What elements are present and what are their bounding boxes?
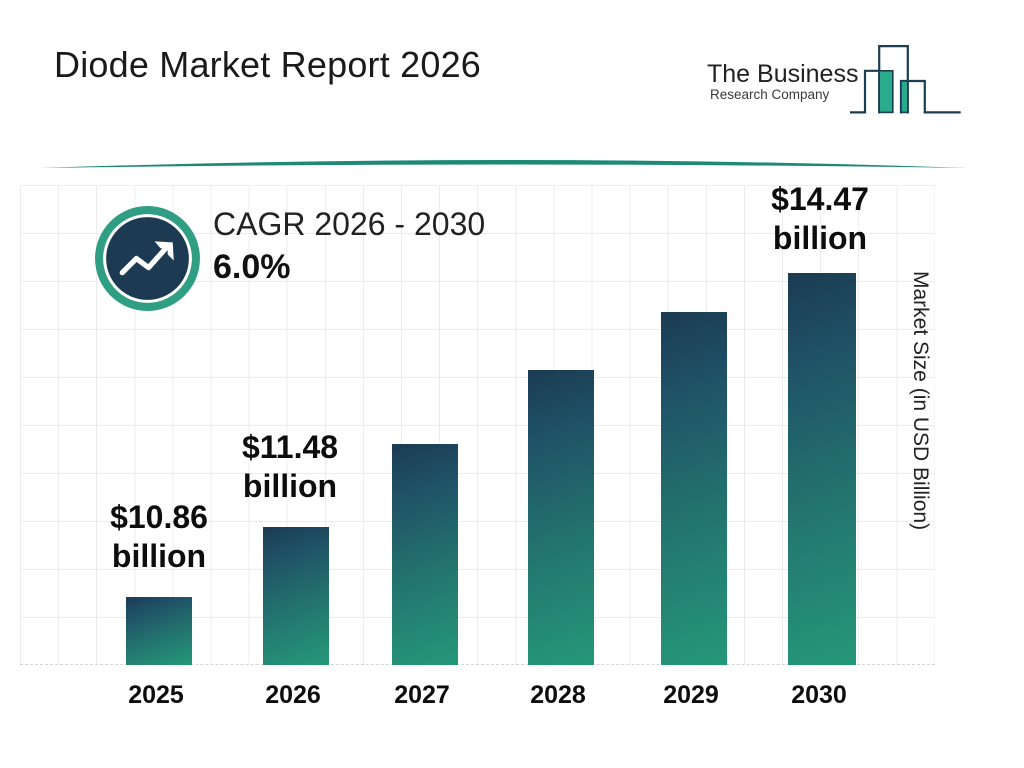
svg-text:Research Company: Research Company bbox=[710, 87, 830, 102]
svg-text:The Business: The Business bbox=[707, 60, 858, 88]
